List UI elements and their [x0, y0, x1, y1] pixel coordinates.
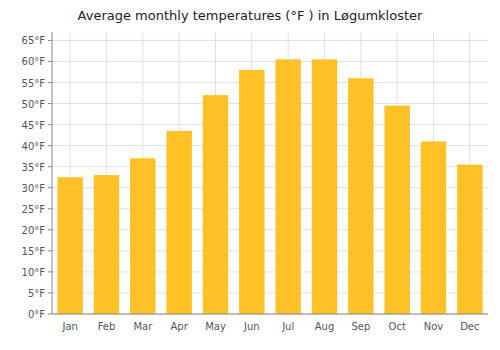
y-tick-label: 65°F	[22, 35, 46, 46]
y-tick	[48, 229, 52, 230]
title: Average monthly temperatures (°F ) in Lø…	[78, 8, 423, 23]
y-tick-label: 50°F	[22, 99, 46, 110]
y-tick	[48, 103, 52, 104]
bar	[348, 78, 373, 314]
y-tick	[48, 250, 52, 251]
y-tick	[48, 271, 52, 272]
y-axis-line	[52, 32, 53, 314]
y-tick-label: 60°F	[22, 56, 46, 67]
bars	[57, 59, 482, 314]
y-grid-line	[52, 61, 488, 62]
x-tick-label: Jul	[281, 321, 294, 332]
y-tick-label: 55°F	[22, 78, 46, 89]
bar	[239, 70, 264, 314]
y-tick-label: 20°F	[22, 225, 46, 236]
y-tick	[48, 82, 52, 83]
axes: 0°F 5°F 10°F 15°F 20°F 25°F 30°F 35°F 40°F 45°F 50…	[22, 35, 480, 332]
y-tick-label: 10°F	[22, 267, 46, 278]
bar	[312, 59, 337, 314]
y-tick	[48, 145, 52, 146]
x-tick-label: Sep	[351, 321, 370, 332]
bar	[421, 141, 446, 314]
x-tick-label: Nov	[424, 321, 444, 332]
bar	[94, 175, 119, 314]
bar	[57, 177, 82, 314]
x-tick-label: Jun	[243, 321, 260, 332]
y-tick-label: 35°F	[22, 162, 46, 173]
bar	[166, 131, 191, 314]
x-axis-line	[52, 314, 488, 315]
x-tick-label: Feb	[98, 321, 116, 332]
y-grid-line	[52, 103, 488, 104]
x-tick-label: Mar	[133, 321, 153, 332]
x-tick-label: Aug	[315, 321, 335, 332]
y-tick	[48, 124, 52, 125]
bar	[275, 59, 300, 314]
chart: Average monthly temperatures (°F ) in Lø…	[0, 0, 500, 350]
grid	[52, 32, 488, 314]
y-tick-label: 15°F	[22, 246, 46, 257]
bar	[203, 95, 228, 314]
x-tick-label: Dec	[460, 321, 479, 332]
y-tick-label: 40°F	[22, 141, 46, 152]
y-tick-label: 45°F	[22, 120, 46, 131]
y-grid-line	[52, 314, 488, 315]
y-tick	[48, 292, 52, 293]
y-tick-label: 25°F	[22, 204, 46, 215]
y-tick-label: 30°F	[22, 183, 46, 194]
y-grid-line	[52, 82, 488, 83]
y-tick	[48, 40, 52, 41]
bar	[130, 158, 155, 314]
y-tick	[48, 208, 52, 209]
y-grid-line	[52, 40, 488, 41]
y-tick	[48, 187, 52, 188]
bar	[384, 106, 409, 314]
y-tick	[48, 61, 52, 62]
x-tick-label: May	[205, 321, 226, 332]
bar	[457, 165, 482, 314]
x-tick-label: Oct	[389, 321, 406, 332]
y-tick-label: 0°F	[28, 309, 45, 320]
y-grid-line	[52, 124, 488, 125]
x-tick-label: Jan	[61, 321, 77, 332]
y-tick	[48, 314, 52, 315]
y-tick-label: 5°F	[28, 288, 45, 299]
y-tick	[48, 166, 52, 167]
x-tick-label: Apr	[171, 321, 189, 332]
